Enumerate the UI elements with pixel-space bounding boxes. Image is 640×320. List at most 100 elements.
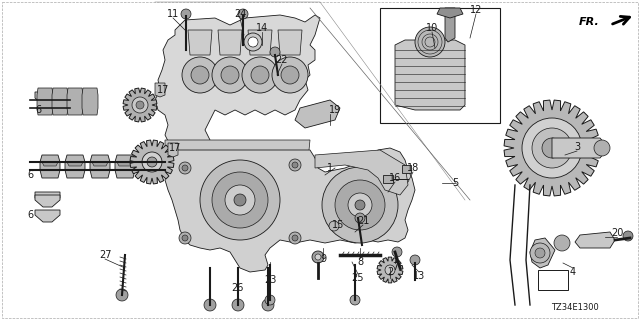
Circle shape xyxy=(289,159,301,171)
Circle shape xyxy=(262,299,274,311)
Text: 16: 16 xyxy=(389,173,401,183)
Polygon shape xyxy=(123,88,157,122)
Circle shape xyxy=(315,254,321,260)
Circle shape xyxy=(350,295,360,305)
Circle shape xyxy=(132,97,148,113)
Text: 1: 1 xyxy=(327,163,333,173)
Circle shape xyxy=(522,118,582,178)
Polygon shape xyxy=(90,155,110,178)
Text: 3: 3 xyxy=(574,142,580,152)
Polygon shape xyxy=(377,257,403,283)
Circle shape xyxy=(385,265,395,275)
Circle shape xyxy=(136,101,144,109)
Polygon shape xyxy=(35,192,60,205)
Circle shape xyxy=(329,221,339,231)
Polygon shape xyxy=(115,155,135,178)
Circle shape xyxy=(147,157,157,167)
Polygon shape xyxy=(165,140,310,160)
Polygon shape xyxy=(575,232,615,248)
Text: 2: 2 xyxy=(387,267,393,277)
Polygon shape xyxy=(130,140,174,184)
Circle shape xyxy=(204,299,216,311)
Text: 27: 27 xyxy=(99,250,111,260)
Circle shape xyxy=(212,172,268,228)
Polygon shape xyxy=(40,155,60,178)
Text: 6: 6 xyxy=(35,105,41,115)
Circle shape xyxy=(248,37,258,47)
Polygon shape xyxy=(42,162,58,166)
Circle shape xyxy=(594,140,610,156)
Text: TZ34E1300: TZ34E1300 xyxy=(551,303,599,313)
Circle shape xyxy=(272,57,308,93)
Circle shape xyxy=(232,299,244,311)
Text: 18: 18 xyxy=(407,163,419,173)
Circle shape xyxy=(251,66,269,84)
Circle shape xyxy=(179,162,191,174)
Text: 19: 19 xyxy=(329,105,341,115)
Text: 15: 15 xyxy=(332,220,344,230)
Polygon shape xyxy=(504,100,600,196)
Circle shape xyxy=(530,243,550,263)
Circle shape xyxy=(554,235,570,251)
Circle shape xyxy=(292,162,298,168)
Polygon shape xyxy=(530,238,555,268)
Polygon shape xyxy=(248,30,272,55)
Circle shape xyxy=(191,66,209,84)
Circle shape xyxy=(142,152,162,172)
Polygon shape xyxy=(67,88,83,115)
Circle shape xyxy=(234,194,246,206)
Circle shape xyxy=(410,255,420,265)
Polygon shape xyxy=(67,162,83,166)
Circle shape xyxy=(532,128,572,168)
Circle shape xyxy=(221,66,239,84)
Polygon shape xyxy=(82,88,98,115)
Polygon shape xyxy=(295,100,340,128)
Polygon shape xyxy=(218,30,242,55)
Text: 13: 13 xyxy=(413,271,425,281)
Text: 4: 4 xyxy=(570,267,576,277)
Circle shape xyxy=(322,167,398,243)
Polygon shape xyxy=(35,195,60,207)
Text: 10: 10 xyxy=(426,23,438,33)
Circle shape xyxy=(355,200,365,210)
Text: 17: 17 xyxy=(169,143,181,153)
Bar xyxy=(380,8,500,123)
Text: 26: 26 xyxy=(231,283,243,293)
Circle shape xyxy=(270,47,280,57)
Polygon shape xyxy=(92,162,108,166)
Circle shape xyxy=(182,165,188,171)
Circle shape xyxy=(289,232,301,244)
Circle shape xyxy=(415,27,445,57)
Text: 25: 25 xyxy=(352,273,364,283)
Circle shape xyxy=(392,247,402,257)
Text: 5: 5 xyxy=(452,178,458,188)
Circle shape xyxy=(281,66,299,84)
Circle shape xyxy=(182,235,188,241)
Text: 22: 22 xyxy=(276,55,288,65)
Polygon shape xyxy=(168,143,178,157)
Polygon shape xyxy=(155,83,165,97)
Circle shape xyxy=(212,57,248,93)
Text: 21: 21 xyxy=(357,216,369,226)
Text: 8: 8 xyxy=(357,257,363,267)
Polygon shape xyxy=(165,148,415,272)
Circle shape xyxy=(265,295,275,305)
Circle shape xyxy=(179,232,191,244)
Polygon shape xyxy=(65,155,85,178)
Text: 17: 17 xyxy=(157,85,169,95)
Polygon shape xyxy=(155,15,320,155)
Text: 24: 24 xyxy=(234,9,246,19)
Text: 7: 7 xyxy=(392,262,398,272)
Circle shape xyxy=(623,231,633,241)
Polygon shape xyxy=(37,88,53,115)
Text: 9: 9 xyxy=(320,254,326,264)
Text: FR.: FR. xyxy=(579,17,600,27)
Circle shape xyxy=(292,235,298,241)
Circle shape xyxy=(244,33,262,51)
Polygon shape xyxy=(278,30,302,55)
Circle shape xyxy=(116,289,128,301)
Polygon shape xyxy=(552,138,605,158)
Polygon shape xyxy=(315,150,408,195)
Circle shape xyxy=(535,248,545,258)
Circle shape xyxy=(200,160,280,240)
